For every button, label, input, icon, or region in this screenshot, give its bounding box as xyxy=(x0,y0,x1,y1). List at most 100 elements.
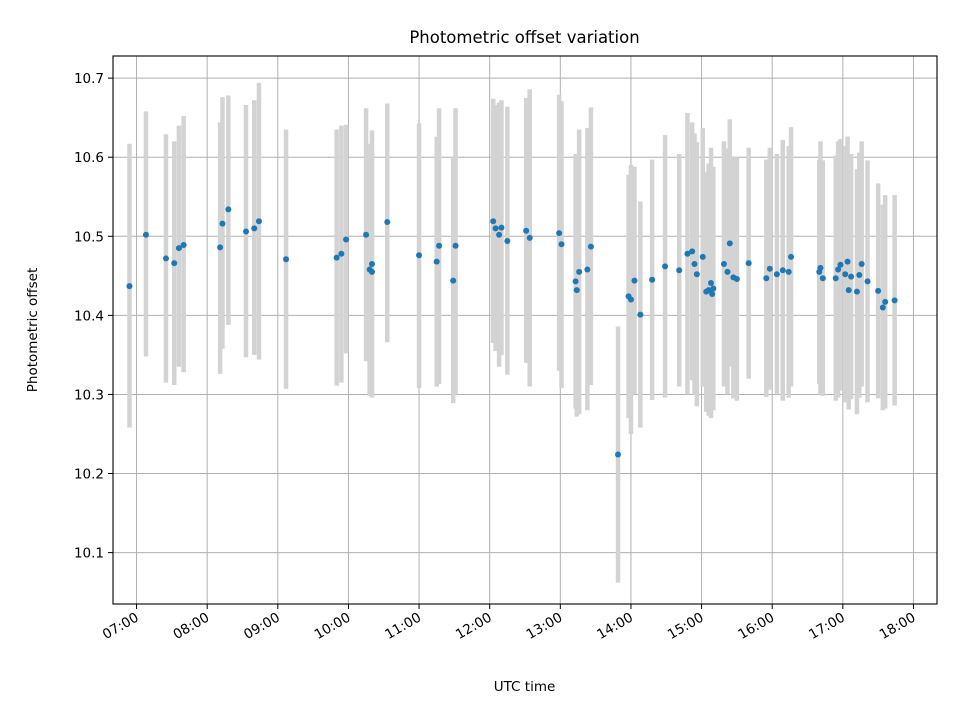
data-point xyxy=(891,297,898,304)
data-point xyxy=(724,268,731,275)
data-point xyxy=(848,273,855,280)
data-point xyxy=(853,288,860,295)
data-point xyxy=(684,250,691,257)
data-point xyxy=(709,291,716,298)
data-point xyxy=(766,265,773,272)
data-point xyxy=(587,243,594,250)
data-point xyxy=(882,298,889,305)
data-point xyxy=(788,253,795,260)
data-point xyxy=(416,252,423,259)
data-point xyxy=(773,271,780,278)
data-point xyxy=(217,244,224,251)
data-point xyxy=(689,248,696,255)
data-point xyxy=(255,218,262,225)
data-point xyxy=(614,451,621,458)
data-point xyxy=(584,266,591,273)
data-point xyxy=(368,268,375,275)
data-point xyxy=(726,240,733,247)
data-point xyxy=(845,287,852,294)
data-point xyxy=(498,224,505,231)
data-points xyxy=(126,206,898,458)
data-point xyxy=(492,225,499,232)
data-point xyxy=(175,245,182,252)
data-point xyxy=(875,287,882,294)
y-tick-label: 10.2 xyxy=(74,467,104,483)
x-tick-label: 08:00 xyxy=(170,610,212,643)
data-point xyxy=(573,287,580,294)
data-point xyxy=(832,275,839,282)
data-point xyxy=(844,258,851,265)
data-point xyxy=(436,242,443,249)
data-point xyxy=(171,260,178,267)
data-point xyxy=(691,260,698,267)
data-point xyxy=(627,296,634,303)
errorbars xyxy=(127,82,897,583)
data-point xyxy=(558,241,565,248)
data-point xyxy=(676,267,683,274)
x-tick-label: 07:00 xyxy=(100,610,142,643)
x-tick-label: 09:00 xyxy=(241,610,283,643)
data-point xyxy=(283,256,290,263)
x-axis-ticks: 07:00 08:00 09:00 10:00 11:00 12:00 13:00 14:00… xyxy=(100,604,919,643)
data-point xyxy=(504,238,511,245)
data-point xyxy=(526,234,533,241)
data-point xyxy=(490,218,497,225)
data-point xyxy=(162,255,169,262)
data-point xyxy=(864,278,871,285)
data-point xyxy=(576,268,583,275)
data-point xyxy=(368,260,375,267)
data-point xyxy=(251,225,258,232)
data-point xyxy=(142,231,149,238)
x-tick-label: 14:00 xyxy=(594,610,636,643)
y-tick-label: 10.1 xyxy=(74,546,104,562)
y-tick-label: 10.7 xyxy=(74,71,104,87)
data-point xyxy=(733,275,740,282)
data-point xyxy=(842,271,849,278)
x-tick-label: 18:00 xyxy=(877,610,919,643)
data-point xyxy=(745,260,752,267)
x-tick-label: 16:00 xyxy=(736,610,778,643)
data-point xyxy=(779,267,786,274)
data-point xyxy=(572,278,579,285)
plot-frame xyxy=(112,55,938,605)
data-point xyxy=(707,279,714,286)
data-point xyxy=(180,241,187,248)
data-point xyxy=(556,230,563,237)
y-tick-label: 10.5 xyxy=(74,229,104,245)
data-point xyxy=(662,263,669,270)
data-point xyxy=(343,236,350,243)
data-point xyxy=(338,250,345,257)
y-tick-label: 10.6 xyxy=(74,150,104,166)
data-point xyxy=(523,227,530,234)
data-point xyxy=(333,254,340,261)
x-tick-label: 17:00 xyxy=(806,610,848,643)
data-point xyxy=(225,206,232,213)
data-point xyxy=(835,266,842,273)
x-tick-label: 13:00 xyxy=(524,610,566,643)
data-point xyxy=(879,304,886,311)
data-point xyxy=(856,272,863,279)
data-point xyxy=(450,277,457,284)
data-point xyxy=(433,258,440,265)
data-point xyxy=(693,271,700,278)
x-tick-label: 11:00 xyxy=(382,610,424,643)
data-point xyxy=(631,277,638,284)
chart-title: Photometric offset variation xyxy=(409,28,639,47)
data-point xyxy=(763,275,770,282)
x-tick-label: 15:00 xyxy=(665,610,707,643)
data-point xyxy=(699,253,706,260)
data-point xyxy=(858,260,865,267)
y-axis-label: Photometric offset xyxy=(25,268,41,392)
y-axis-ticks: 10.1 10.2 10.3 10.4 10.5 10.6 10.7 xyxy=(74,71,113,562)
y-tick-label: 10.4 xyxy=(74,308,104,324)
data-point xyxy=(705,287,712,294)
data-point xyxy=(720,260,727,267)
data-point xyxy=(837,261,844,268)
data-point xyxy=(496,231,503,238)
x-axis-label: UTC time xyxy=(494,679,556,695)
data-point xyxy=(219,220,226,227)
data-point xyxy=(243,228,250,235)
y-tick-label: 10.3 xyxy=(74,387,104,403)
data-point xyxy=(649,276,656,283)
